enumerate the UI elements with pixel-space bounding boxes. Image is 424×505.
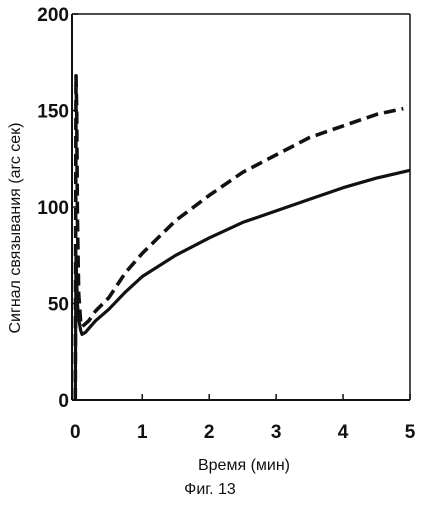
x-tick-label: 2 [204, 422, 215, 443]
series-layer [75, 76, 410, 400]
x-axis-title: Время (мин) [198, 457, 290, 474]
x-tick-label: 5 [405, 422, 416, 443]
y-tick-label: 150 [37, 102, 69, 123]
solid-series-line [75, 170, 410, 400]
figure-caption: Фиг. 13 [184, 481, 236, 498]
y-tick-label: 100 [37, 198, 69, 219]
y-tick-label: 50 [48, 295, 69, 316]
y-axis-title: Сигнал связывания (arc сек) [7, 123, 24, 334]
axes: 012345050100150200 [37, 5, 415, 443]
x-tick-label: 0 [70, 422, 81, 443]
y-tick-label: 0 [58, 391, 69, 412]
x-tick-label: 3 [271, 422, 282, 443]
y-tick-label: 200 [37, 5, 69, 26]
x-tick-label: 1 [137, 422, 148, 443]
dashed-series-line [75, 76, 403, 400]
x-tick-label: 4 [338, 422, 349, 443]
